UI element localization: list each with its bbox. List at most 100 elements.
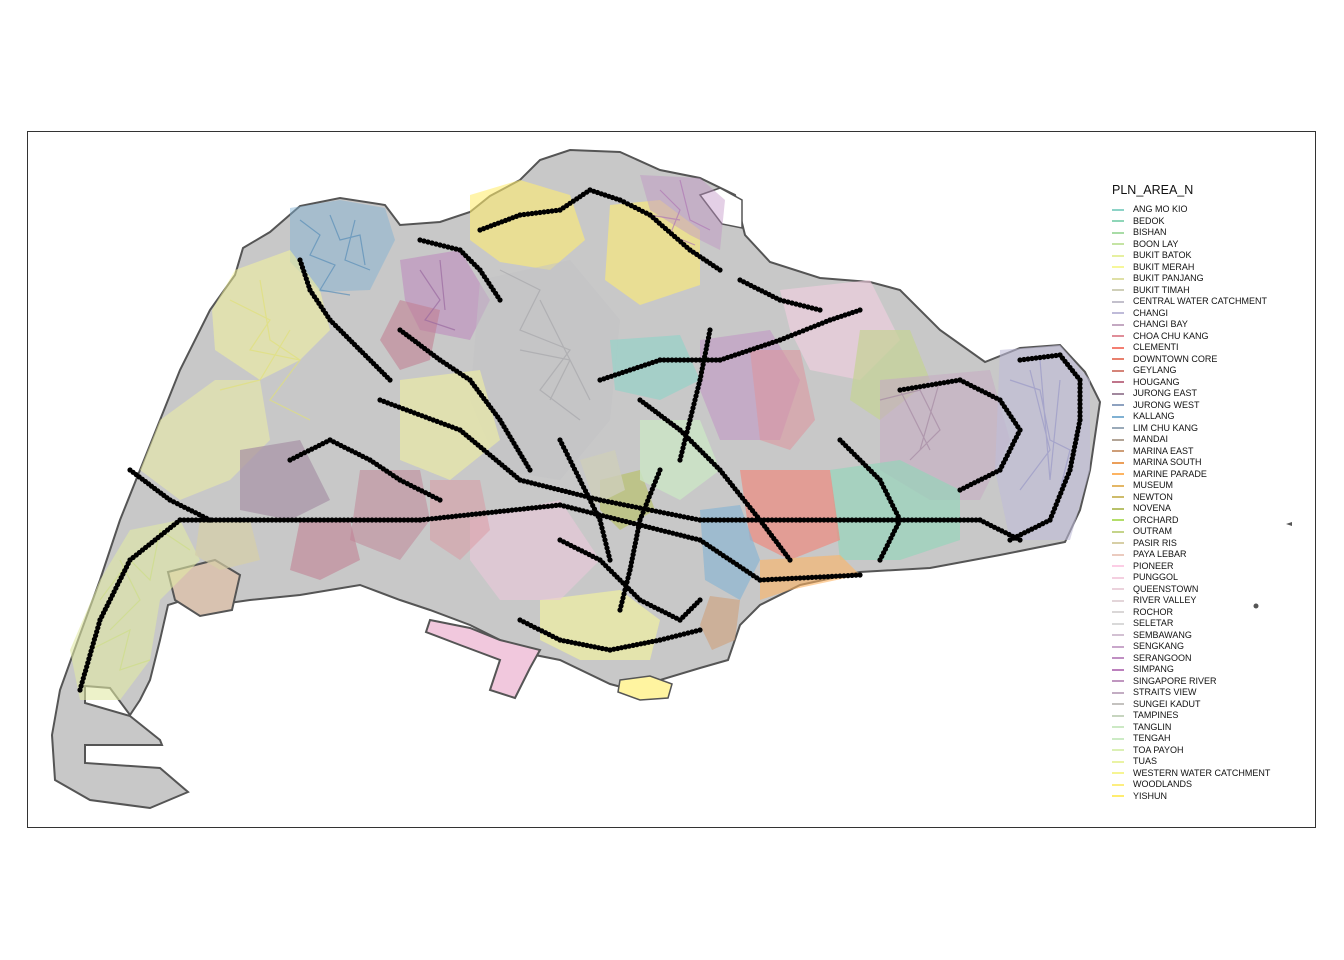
bus-stop-point [773, 517, 779, 523]
legend-item: DOWNTOWN CORE [1112, 354, 1312, 366]
bus-stop-point [611, 646, 617, 652]
legend-item: HOUGANG [1112, 377, 1312, 389]
bus-stop-point [1077, 413, 1083, 419]
bus-stop-points [77, 187, 1083, 693]
bus-stop-point [705, 357, 711, 363]
bus-stop-point [877, 557, 883, 563]
bus-stop-point [225, 517, 231, 523]
legend-label: PIONEER [1133, 560, 1174, 571]
bus-stop-point [917, 517, 923, 523]
legend-label: HOUGANG [1133, 376, 1180, 387]
bus-stop-point [696, 381, 702, 387]
bus-stop-point [517, 212, 523, 218]
legend-label: OUTRAM [1133, 526, 1172, 536]
bus-stop-point [233, 517, 239, 523]
bus-stop-point [1077, 385, 1083, 391]
bus-stop-point [646, 524, 653, 531]
bus-stop-point [592, 644, 598, 650]
bus-stop-point [441, 243, 447, 249]
legend-label: CHOA CHU KANG [1133, 330, 1209, 341]
bus-stop-point [253, 517, 259, 523]
bus-stop-point [689, 515, 695, 522]
bus-stop-point [785, 299, 791, 305]
bus-stop-point [681, 533, 688, 539]
bus-stop-point [393, 517, 399, 523]
bus-stop-point [325, 517, 331, 523]
legend-item: BUKIT PANJANG [1112, 273, 1312, 285]
bus-stop-point [685, 534, 691, 540]
bus-stop-point [965, 517, 971, 523]
legend-label: SERANGOON [1133, 652, 1192, 663]
bus-stop-point [497, 297, 503, 303]
bus-stop-point [717, 517, 723, 523]
legend-swatch [1112, 231, 1124, 234]
legend-swatch [1112, 760, 1124, 763]
bus-stop-point [817, 307, 823, 313]
legend-item: PUNGGOL [1112, 572, 1312, 584]
bus-stop-point [677, 632, 683, 638]
bus-stop-point [213, 517, 219, 523]
bus-stop-point [541, 504, 547, 510]
bus-stop-point [433, 515, 439, 521]
bus-stop-point [817, 574, 823, 580]
bus-stop-point [689, 357, 695, 363]
legend-swatch [1112, 484, 1124, 487]
legend-label: DOWNTOWN CORE [1133, 353, 1218, 364]
bus-stop-point [600, 513, 606, 519]
bus-stop-point [377, 517, 383, 523]
bus-stop-point [624, 579, 630, 585]
bus-stop-point [417, 517, 423, 523]
bus-stop-point [409, 517, 415, 523]
legend-swatch [1112, 783, 1124, 786]
legend-swatch [1112, 300, 1124, 303]
bus-stop-point [669, 511, 675, 517]
bus-stop-point [1070, 452, 1076, 458]
bus-stop-point [665, 510, 671, 517]
bus-stop-point [697, 377, 703, 383]
bus-stop-point [561, 503, 567, 509]
legend-swatch [1112, 358, 1124, 361]
bus-stop-point [957, 487, 963, 493]
legend-swatch [1112, 473, 1124, 476]
legend-label: MUSEUM [1133, 480, 1173, 490]
bus-stop-point [429, 240, 435, 246]
bus-stop-point [83, 668, 89, 674]
bus-stop-point [769, 576, 775, 583]
bus-stop-point [85, 660, 91, 666]
bus-stop-point [925, 517, 931, 523]
bus-stop-point [397, 517, 403, 523]
bus-stop-point [1029, 355, 1035, 362]
bus-stop-point [877, 517, 883, 523]
bus-stop-point [809, 574, 815, 581]
bus-stop-point [785, 576, 791, 582]
bus-stop-point [921, 517, 927, 523]
sentosa [617, 675, 673, 701]
planning-areas [70, 175, 1090, 700]
bus-stop-point [933, 381, 939, 387]
legend-swatch [1112, 243, 1124, 246]
bus-stop-point [505, 508, 511, 514]
legend-item: CHOA CHU KANG [1112, 331, 1312, 343]
bus-stop-point [1049, 353, 1055, 359]
bus-stop-point [677, 513, 683, 519]
bus-stop-point [597, 517, 603, 523]
legend-item: TANGLIN [1112, 722, 1312, 734]
bus-stop-point [627, 567, 633, 573]
legend-item: MANDAI [1112, 434, 1312, 446]
bus-stop-point [489, 509, 495, 515]
legend-label: RIVER VALLEY [1133, 595, 1197, 605]
bus-stop-point [702, 354, 708, 360]
bus-stop-point [1053, 352, 1059, 359]
bus-stop-point [654, 526, 660, 532]
bus-stop-point [185, 517, 191, 523]
legend-item: KALLANG [1112, 411, 1312, 423]
legend-label: WOODLANDS [1133, 779, 1193, 789]
bus-stop-point [626, 571, 632, 577]
bus-stop-point [1077, 393, 1083, 399]
bus-stop-point [553, 502, 559, 508]
legend-swatch [1112, 381, 1124, 384]
bus-stop-point [385, 517, 391, 523]
bus-stop-point [603, 541, 609, 547]
bus-stop-point [537, 209, 543, 216]
